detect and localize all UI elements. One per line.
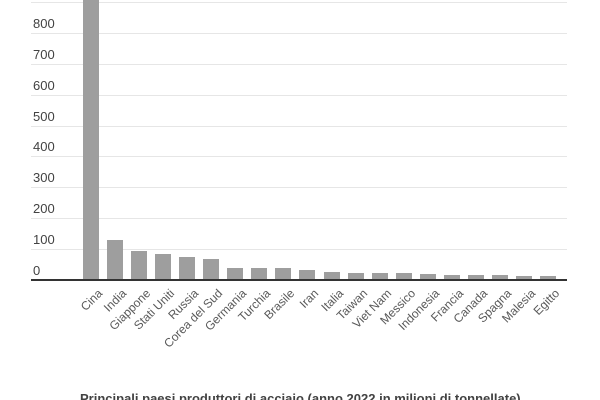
bar-iran[interactable] (299, 270, 315, 279)
gridline-200 (31, 218, 567, 219)
gridline-300 (31, 187, 567, 188)
y-tick-label-300: 300 (33, 170, 55, 185)
bar-messico[interactable] (396, 273, 412, 279)
bar-viet-nam[interactable] (372, 273, 388, 279)
gridline-900 (31, 2, 567, 3)
bar-stati-uniti[interactable] (155, 254, 171, 279)
bar-cina[interactable] (83, 0, 99, 279)
y-tick-label-100: 100 (33, 232, 55, 247)
gridline-500 (31, 126, 567, 127)
y-tick-label-700: 700 (33, 47, 55, 62)
y-tick-label-600: 600 (33, 78, 55, 93)
bar-italia[interactable] (324, 272, 340, 279)
bar-spagna[interactable] (492, 275, 508, 279)
y-tick-label-200: 200 (33, 201, 55, 216)
bar-corea-del-sud[interactable] (203, 259, 219, 279)
y-tick-label-500: 500 (33, 109, 55, 124)
chart-caption: Principali paesi produttori di acciaio (… (80, 391, 521, 400)
bar-canada[interactable] (468, 275, 484, 279)
bar-turchia[interactable] (251, 268, 267, 279)
bar-russia[interactable] (179, 257, 195, 279)
bar-germania[interactable] (227, 268, 243, 279)
bar-indonesia[interactable] (420, 274, 436, 279)
bar-francia[interactable] (444, 275, 460, 279)
bar-egitto[interactable] (540, 276, 556, 279)
x-axis-line (31, 279, 567, 281)
bar-brasile[interactable] (275, 268, 291, 279)
gridline-400 (31, 156, 567, 157)
y-tick-label-0: 0 (33, 263, 41, 278)
bar-taiwan[interactable] (348, 273, 364, 279)
gridline-100 (31, 249, 567, 250)
bar-malesia[interactable] (516, 276, 532, 279)
y-tick-label-800: 800 (33, 16, 55, 31)
gridline-600 (31, 95, 567, 96)
bar-giappone[interactable] (131, 251, 147, 279)
gridline-800 (31, 33, 567, 34)
bar-india[interactable] (107, 240, 123, 279)
gridline-700 (31, 64, 567, 65)
y-tick-label-400: 400 (33, 139, 55, 154)
